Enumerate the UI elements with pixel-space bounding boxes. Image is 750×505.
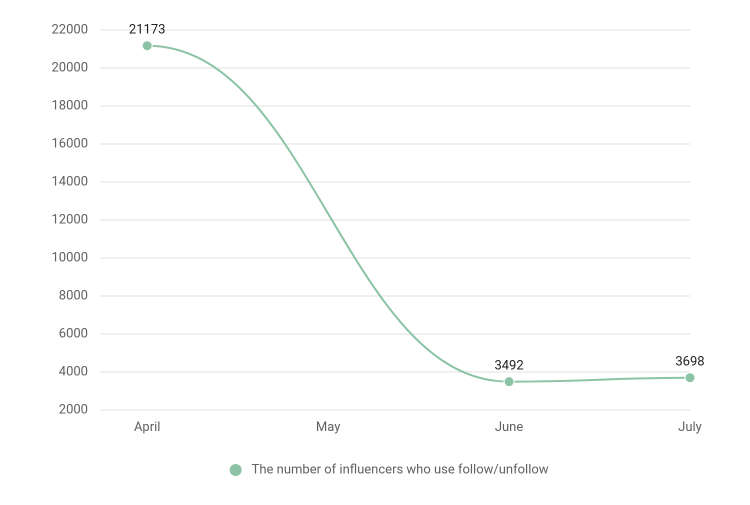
gridlines: 2000 4000 6000 8000 10000 12000 14000 16000 1800…	[51, 22, 690, 417]
y-tick-label: 8000	[59, 288, 88, 303]
point-label: 3492	[494, 359, 523, 374]
x-tick-label: May	[316, 420, 340, 435]
y-tick-label: 12000	[51, 212, 88, 227]
x-tick-label: April	[134, 420, 161, 435]
point-label: 3698	[675, 355, 704, 370]
line-chart: 2000 4000 6000 8000 10000 12000 14000 16000 1800…	[0, 0, 750, 505]
y-tick-label: 4000	[59, 364, 88, 379]
x-tick-label: July	[678, 420, 702, 435]
y-tick-label: 2000	[59, 402, 88, 417]
series-marker	[685, 373, 695, 383]
y-tick-label: 20000	[51, 60, 88, 75]
series-line	[147, 46, 690, 382]
series-points: 21173 3492 3698	[129, 23, 705, 387]
legend: The number of influencers who use follow…	[230, 462, 549, 477]
series-marker	[504, 377, 514, 387]
series-marker	[142, 41, 152, 51]
y-tick-label: 14000	[51, 174, 88, 189]
y-tick-label: 16000	[51, 136, 88, 151]
chart-svg: 2000 4000 6000 8000 10000 12000 14000 16000 1800…	[0, 0, 750, 505]
x-axis-labels: April May June July	[134, 420, 702, 435]
y-tick-label: 10000	[51, 250, 88, 265]
y-tick-label: 6000	[59, 326, 88, 341]
legend-label: The number of influencers who use follow…	[252, 462, 549, 477]
legend-swatch	[230, 464, 242, 476]
point-label: 21173	[129, 23, 166, 38]
y-tick-label: 18000	[51, 98, 88, 113]
y-tick-label: 22000	[51, 22, 88, 37]
x-tick-label: June	[495, 420, 524, 435]
